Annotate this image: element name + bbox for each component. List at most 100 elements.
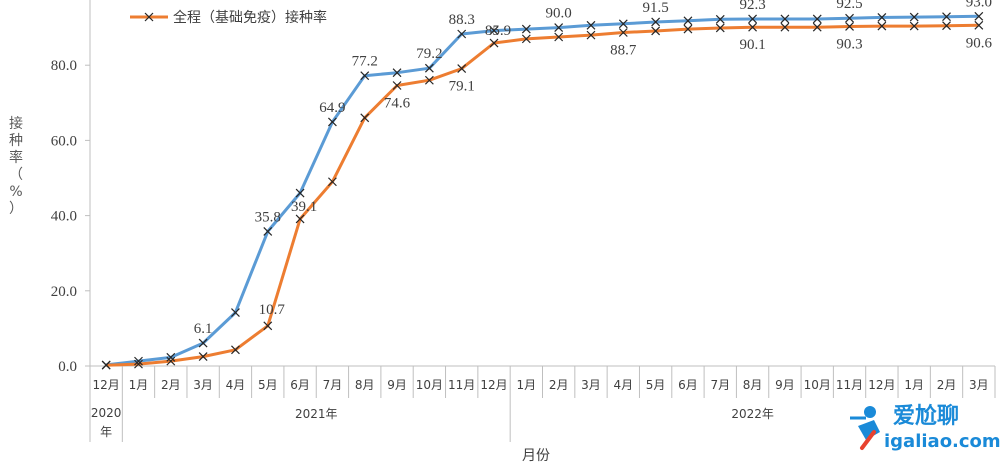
data-label: 85.9 bbox=[485, 23, 511, 39]
data-point bbox=[144, 12, 154, 22]
data-label: 91.5 bbox=[643, 0, 669, 16]
data-point bbox=[521, 24, 531, 34]
year-groups: 2020 年 2021年 2022年 bbox=[91, 406, 774, 439]
x-tick-labels: 12月 1月 2月 3月 4月 5月 6月 7月 8月 9月 10月 11月 12月 1月 2月 3月 4月 5月… bbox=[93, 378, 989, 392]
x-tick-label: 7月 bbox=[710, 378, 730, 392]
data-label: 88.3 bbox=[449, 12, 475, 28]
y-tick-label: 0.0 bbox=[58, 359, 77, 375]
data-point bbox=[812, 14, 822, 24]
data-point bbox=[198, 338, 208, 348]
data-label: 90.1 bbox=[739, 37, 765, 53]
data-point bbox=[457, 29, 467, 39]
data-point bbox=[651, 26, 661, 36]
data-point bbox=[974, 20, 984, 30]
data-point bbox=[845, 13, 854, 23]
data-point bbox=[392, 68, 402, 78]
x-tick-label: 12月 bbox=[480, 378, 507, 392]
data-point bbox=[748, 14, 758, 24]
legend: 全程（基础免疫）接种率 bbox=[130, 9, 327, 26]
x-tick-label: 11月 bbox=[448, 378, 475, 392]
watermark: 爱尬聊 igaliao.com bbox=[850, 403, 1000, 452]
data-point bbox=[198, 352, 208, 362]
y-axis-label-char: % bbox=[9, 184, 22, 200]
data-label: 77.2 bbox=[352, 54, 378, 70]
data-label: 64.9 bbox=[319, 100, 345, 116]
axes bbox=[85, 0, 996, 442]
data-point bbox=[166, 352, 176, 362]
data-point bbox=[457, 64, 467, 74]
y-tick-label: 20.0 bbox=[51, 284, 77, 300]
data-label: 93.0 bbox=[966, 0, 992, 10]
y-tick-label: 40.0 bbox=[51, 209, 77, 225]
data-label: 90.3 bbox=[836, 36, 862, 52]
x-tick-label: 2月 bbox=[161, 378, 181, 392]
data-point bbox=[360, 113, 370, 123]
data-label: 35.8 bbox=[255, 209, 281, 225]
y-axis-label-char: 率 bbox=[9, 149, 23, 166]
data-point bbox=[231, 345, 240, 355]
data-point bbox=[586, 20, 596, 30]
x-tick-label: 2月 bbox=[549, 378, 569, 392]
data-point bbox=[909, 21, 919, 31]
series-line bbox=[106, 14, 979, 367]
watermark-title: 爱尬聊 bbox=[893, 403, 959, 429]
data-label: 90.6 bbox=[966, 35, 993, 51]
x-tick-label: 3月 bbox=[193, 378, 213, 392]
x-tick-label: 7月 bbox=[323, 378, 343, 392]
runner-logo-icon bbox=[850, 406, 880, 450]
data-point bbox=[845, 22, 854, 31]
data-point bbox=[134, 356, 143, 366]
data-label: 88.7 bbox=[610, 42, 637, 58]
data-point bbox=[683, 16, 693, 26]
series-line bbox=[106, 23, 979, 367]
x-tick-label: 10月 bbox=[804, 378, 831, 392]
data-point bbox=[909, 12, 919, 22]
data-point bbox=[748, 22, 758, 32]
x-tick-label: 5月 bbox=[258, 378, 278, 392]
data-point bbox=[327, 177, 337, 187]
year-group-label: 2020 bbox=[91, 406, 122, 420]
data-point bbox=[586, 30, 596, 40]
data-point bbox=[942, 12, 951, 22]
data-point bbox=[134, 359, 143, 369]
data-label: 92.3 bbox=[739, 0, 765, 13]
data-point bbox=[489, 26, 499, 36]
x-tick-label: 6月 bbox=[290, 378, 310, 392]
y-axis-label-char: 接 bbox=[9, 115, 23, 132]
x-tick-label: 1月 bbox=[517, 378, 537, 392]
data-point bbox=[521, 34, 531, 44]
x-tick-label: 3月 bbox=[581, 378, 601, 392]
year-group-label: 年 bbox=[100, 425, 112, 439]
data-point bbox=[780, 14, 790, 24]
data-label: 90.0 bbox=[546, 6, 572, 22]
data-point bbox=[974, 11, 984, 21]
y-tick-labels: 0.0 20.0 40.0 60.0 80.0 bbox=[51, 58, 77, 375]
x-tick-label: 12月 bbox=[868, 378, 895, 392]
data-point bbox=[263, 226, 273, 236]
x-tick-label: 1月 bbox=[129, 378, 149, 392]
data-point bbox=[715, 14, 725, 24]
data-label: 6.1 bbox=[194, 321, 213, 337]
data-point bbox=[554, 32, 564, 42]
year-group-label: 2022年 bbox=[731, 407, 774, 421]
y-tick-label: 60.0 bbox=[51, 133, 77, 149]
data-label: 92.5 bbox=[836, 0, 862, 12]
data-point bbox=[715, 23, 725, 33]
data-point bbox=[263, 321, 273, 331]
x-tick-label: 11月 bbox=[836, 378, 863, 392]
data-point bbox=[424, 63, 434, 73]
x-tick-label: 5月 bbox=[646, 378, 666, 392]
data-point bbox=[877, 21, 887, 31]
y-axis-label-char: 种 bbox=[9, 133, 23, 149]
y-axis-label: 接种率（%） bbox=[9, 115, 23, 217]
data-label: 74.6 bbox=[384, 96, 411, 112]
x-tick-label: 2月 bbox=[937, 378, 957, 392]
data-point bbox=[295, 214, 305, 224]
data-point bbox=[295, 188, 305, 198]
data-point bbox=[489, 38, 499, 48]
x-tick-label: 6月 bbox=[678, 378, 698, 392]
x-tick-label: 9月 bbox=[387, 378, 407, 392]
data-point bbox=[780, 22, 790, 32]
data-point bbox=[618, 19, 628, 29]
